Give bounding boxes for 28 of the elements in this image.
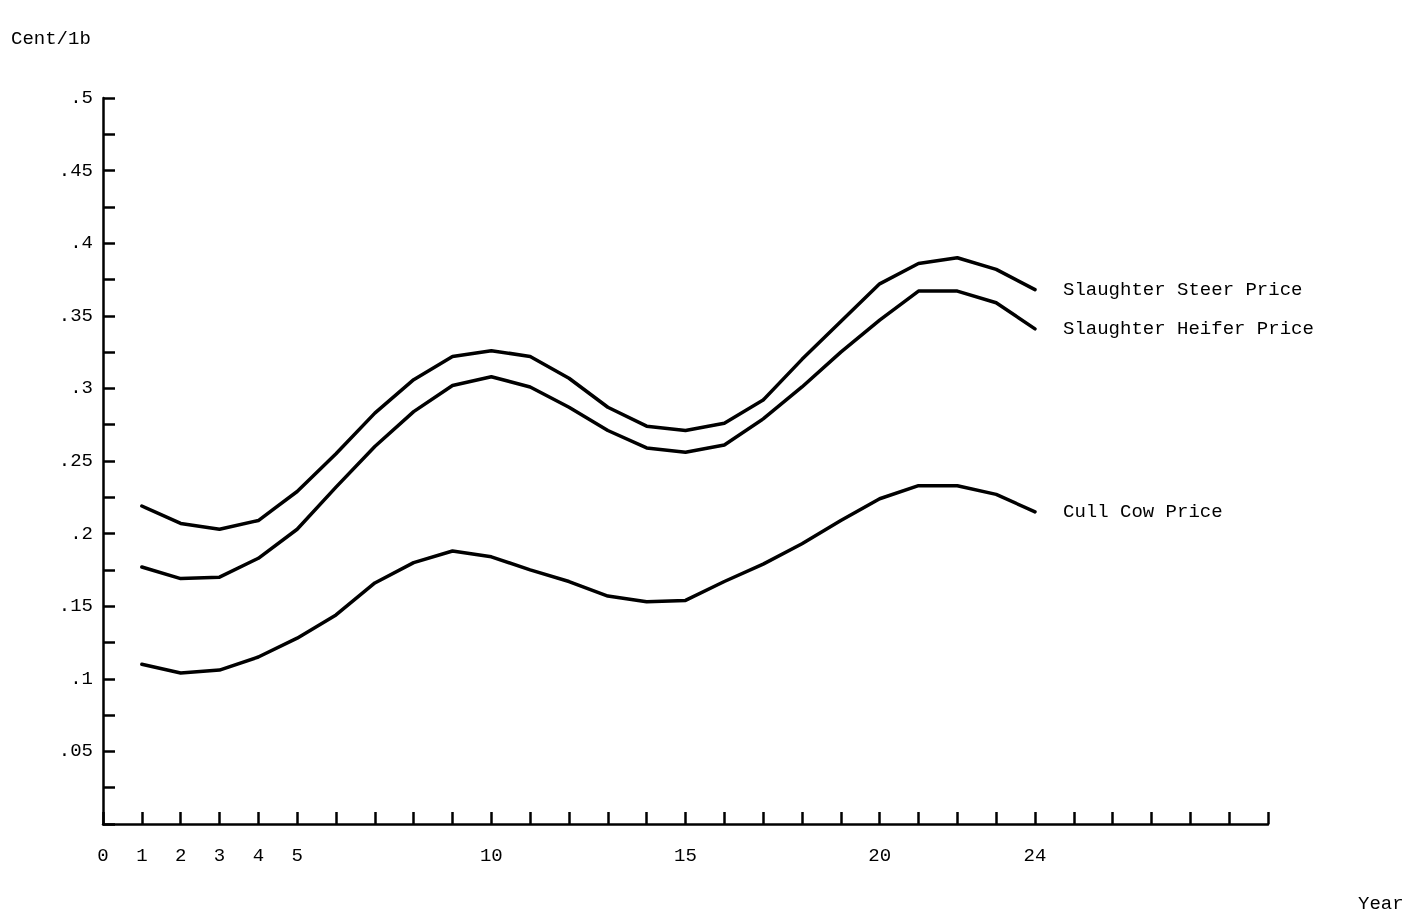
line-series [140,483,1037,675]
x-tick-label: 20 [868,844,892,867]
y-tick-label: .15 [58,595,93,618]
x-tick-label: 3 [213,844,226,867]
series-label: Slaughter Heifer Price [1063,317,1314,340]
series-label: Cull Cow Price [1063,500,1223,523]
x-tick-label: 15 [674,844,697,867]
y-tick-label: .25 [58,450,93,472]
x-axis-title: Year [1358,892,1404,915]
x-tick-label: 4 [252,844,265,867]
line-series [140,255,1037,531]
y-tick-label: .2 [70,522,93,545]
y-tick-label: .05 [58,740,93,763]
x-tick-label: 24 [1023,844,1047,867]
y-tick-label: .1 [70,667,93,690]
y-tick-label: .3 [70,377,93,400]
y-tick-label: .4 [70,232,93,255]
line-series [140,289,1037,581]
x-tick-label: 5 [291,844,303,867]
y-tick-label: .35 [58,304,93,327]
y-axis-title: Cent/1b [11,27,91,50]
x-tick-label: 2 [174,844,187,867]
y-tick-label: .45 [58,159,93,182]
series-label: Slaughter Steer Price [1063,278,1303,301]
x-tick-label: 1 [136,844,148,867]
x-tick-label: 0 [97,844,109,867]
x-tick-label: 10 [479,844,503,867]
y-tick-label: .5 [70,87,93,109]
